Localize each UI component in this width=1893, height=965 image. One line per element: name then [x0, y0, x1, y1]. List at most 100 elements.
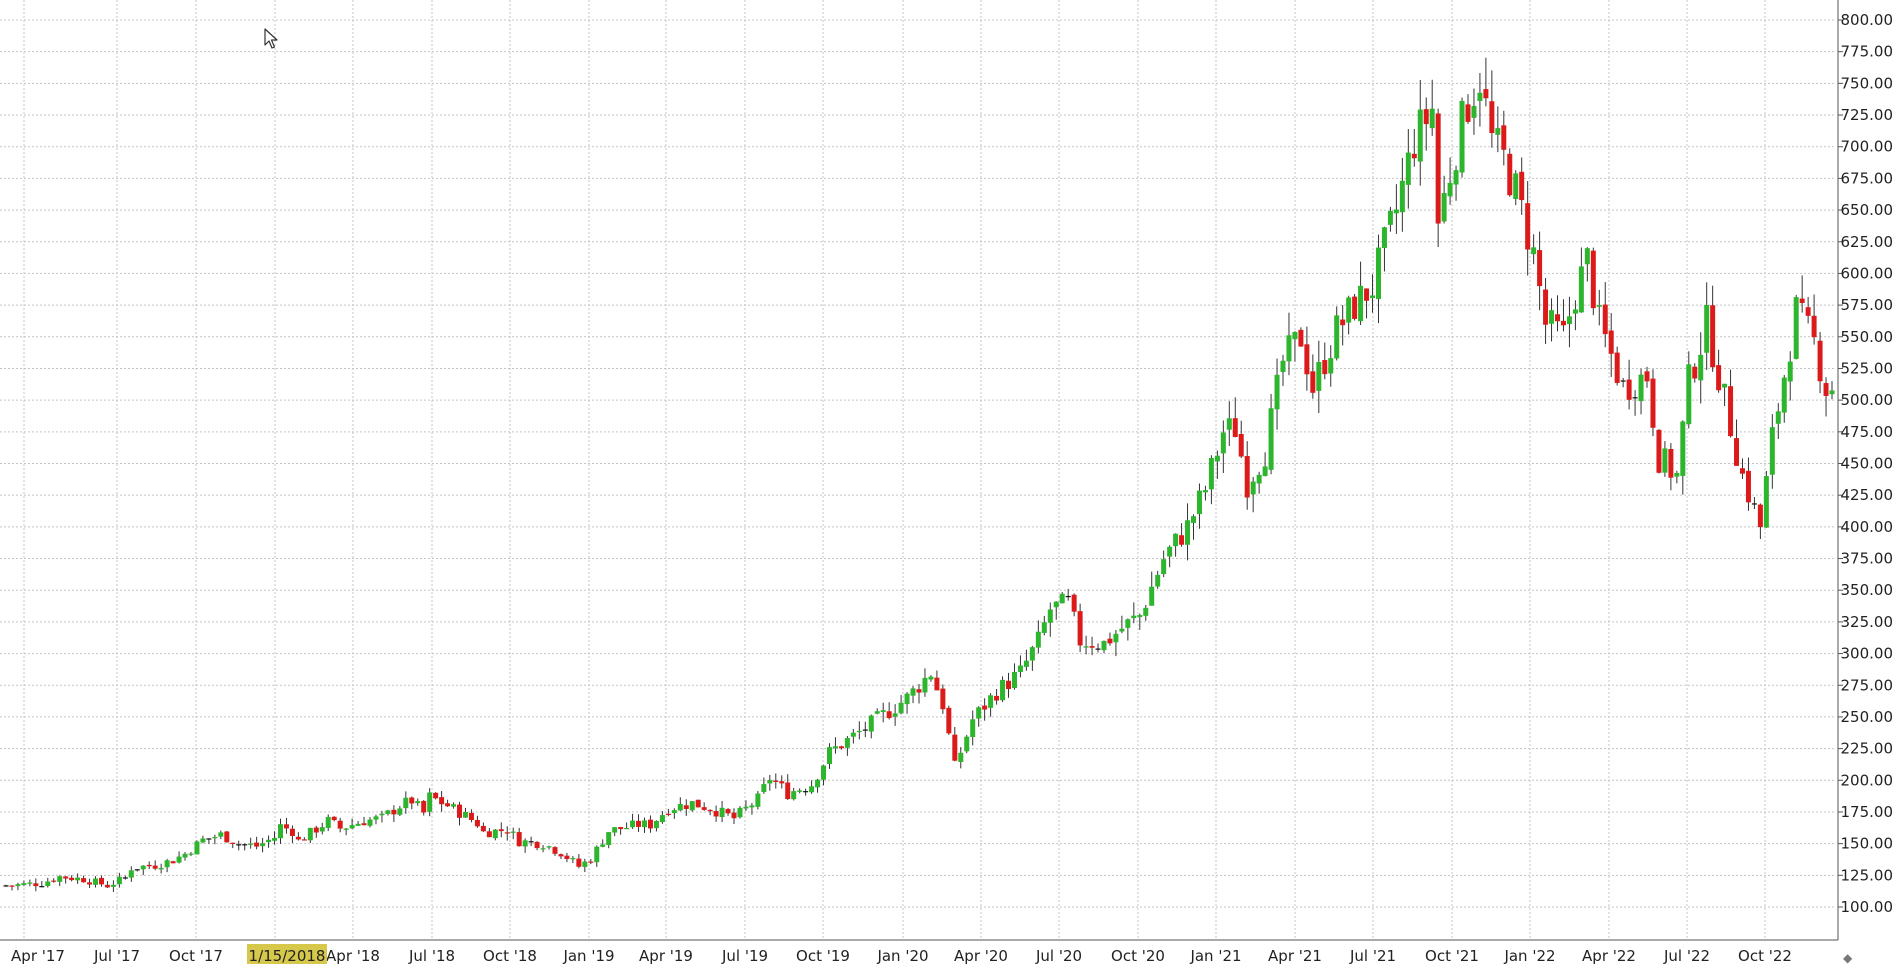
candle-body	[1375, 247, 1381, 300]
candle-body	[21, 883, 27, 885]
candle-body	[1483, 89, 1489, 99]
candle-body	[1137, 615, 1143, 618]
candle-body	[636, 820, 642, 827]
candle-body	[104, 884, 110, 888]
candle-body	[1596, 305, 1602, 307]
candle-body	[743, 806, 749, 809]
candle-body	[1053, 601, 1059, 608]
candle-body	[1346, 297, 1352, 323]
candle-body	[1352, 296, 1358, 319]
candle-body	[1531, 247, 1537, 255]
candle-body	[462, 811, 468, 818]
candle-body	[552, 847, 558, 854]
candle-body	[1411, 153, 1417, 159]
candle-body	[1578, 266, 1584, 313]
candle-body	[176, 856, 182, 863]
candle-body	[433, 792, 439, 799]
y-tick-label: 150.00	[1841, 835, 1893, 853]
candle-body	[1256, 474, 1262, 484]
scroll-marker[interactable]: ◆	[1843, 951, 1853, 965]
candle-body	[1543, 289, 1549, 325]
candle-body	[236, 844, 242, 846]
candle-body	[594, 846, 600, 863]
candle-body	[1763, 476, 1769, 528]
candle-body	[576, 858, 582, 867]
candle-body	[1704, 305, 1710, 353]
candle-body	[87, 882, 93, 885]
candle-body	[1292, 331, 1298, 340]
candle-body	[1202, 490, 1208, 493]
candle-body	[277, 824, 283, 839]
candle-body	[647, 819, 653, 829]
candle-body	[689, 801, 695, 811]
cursor-date-highlight	[247, 944, 327, 964]
candle-body	[642, 820, 648, 828]
x-tick-label: Jan '19	[562, 947, 614, 965]
candle-body	[868, 715, 874, 732]
candle-body	[832, 746, 838, 749]
candle-body	[188, 853, 194, 855]
candle-body	[140, 865, 146, 870]
candle-body	[51, 880, 57, 882]
candle-body	[1214, 455, 1220, 462]
candle-body	[134, 869, 140, 871]
candle-body	[826, 747, 832, 764]
candle-body	[1662, 448, 1668, 473]
y-tick-label: 200.00	[1841, 771, 1893, 789]
candle-body	[1387, 210, 1393, 225]
candle-body	[821, 765, 827, 780]
candle-body	[1155, 574, 1161, 587]
candle-body	[922, 677, 928, 693]
candle-body	[337, 820, 343, 829]
candle-body	[1041, 622, 1047, 633]
candle-body	[1089, 646, 1095, 648]
candle-body	[1716, 365, 1722, 391]
candle-body	[1298, 329, 1304, 347]
candle-body	[57, 876, 63, 882]
candle-body	[170, 861, 176, 864]
candle-body	[33, 883, 39, 887]
candle-body	[1555, 314, 1561, 322]
candle-body	[659, 815, 665, 823]
candle-body	[492, 829, 498, 839]
candle-body	[242, 844, 248, 846]
candle-body	[1220, 432, 1226, 454]
candle-body	[803, 791, 809, 793]
candle-body	[916, 689, 922, 693]
x-tick-label: Oct '19	[796, 947, 850, 965]
candle-body	[1381, 227, 1387, 248]
candle-body	[1262, 466, 1268, 477]
y-tick-label: 450.00	[1841, 455, 1893, 473]
candle-body	[570, 858, 576, 860]
candle-body	[3, 885, 9, 887]
candle-body	[146, 864, 152, 867]
candle-body	[498, 829, 504, 832]
candle-body	[1065, 595, 1071, 598]
candle-body	[630, 820, 636, 828]
candle-body	[164, 860, 170, 868]
candle-body	[785, 782, 791, 800]
y-tick-label: 125.00	[1841, 866, 1893, 884]
candle-body	[1650, 378, 1656, 428]
candle-body	[283, 824, 289, 829]
candle-body	[1769, 427, 1775, 475]
candle-body	[606, 832, 612, 846]
x-tick-label: Oct '18	[483, 947, 537, 965]
candle-body	[928, 676, 934, 680]
candle-body	[81, 878, 87, 883]
candle-body	[618, 827, 624, 830]
y-tick-label: 325.00	[1841, 613, 1893, 631]
candle-body	[152, 865, 158, 869]
y-tick-label: 500.00	[1841, 391, 1893, 409]
x-tick-label: Oct '17	[169, 947, 223, 965]
candle-body	[707, 809, 713, 812]
candle-body	[272, 837, 278, 841]
candle-body	[1477, 92, 1483, 101]
candle-body	[1441, 193, 1447, 222]
candle-body	[695, 799, 701, 808]
candle-body	[528, 841, 534, 843]
x-tick-label: Oct '20	[1111, 947, 1165, 965]
candle-body	[1602, 304, 1608, 335]
candle-body	[719, 807, 725, 817]
